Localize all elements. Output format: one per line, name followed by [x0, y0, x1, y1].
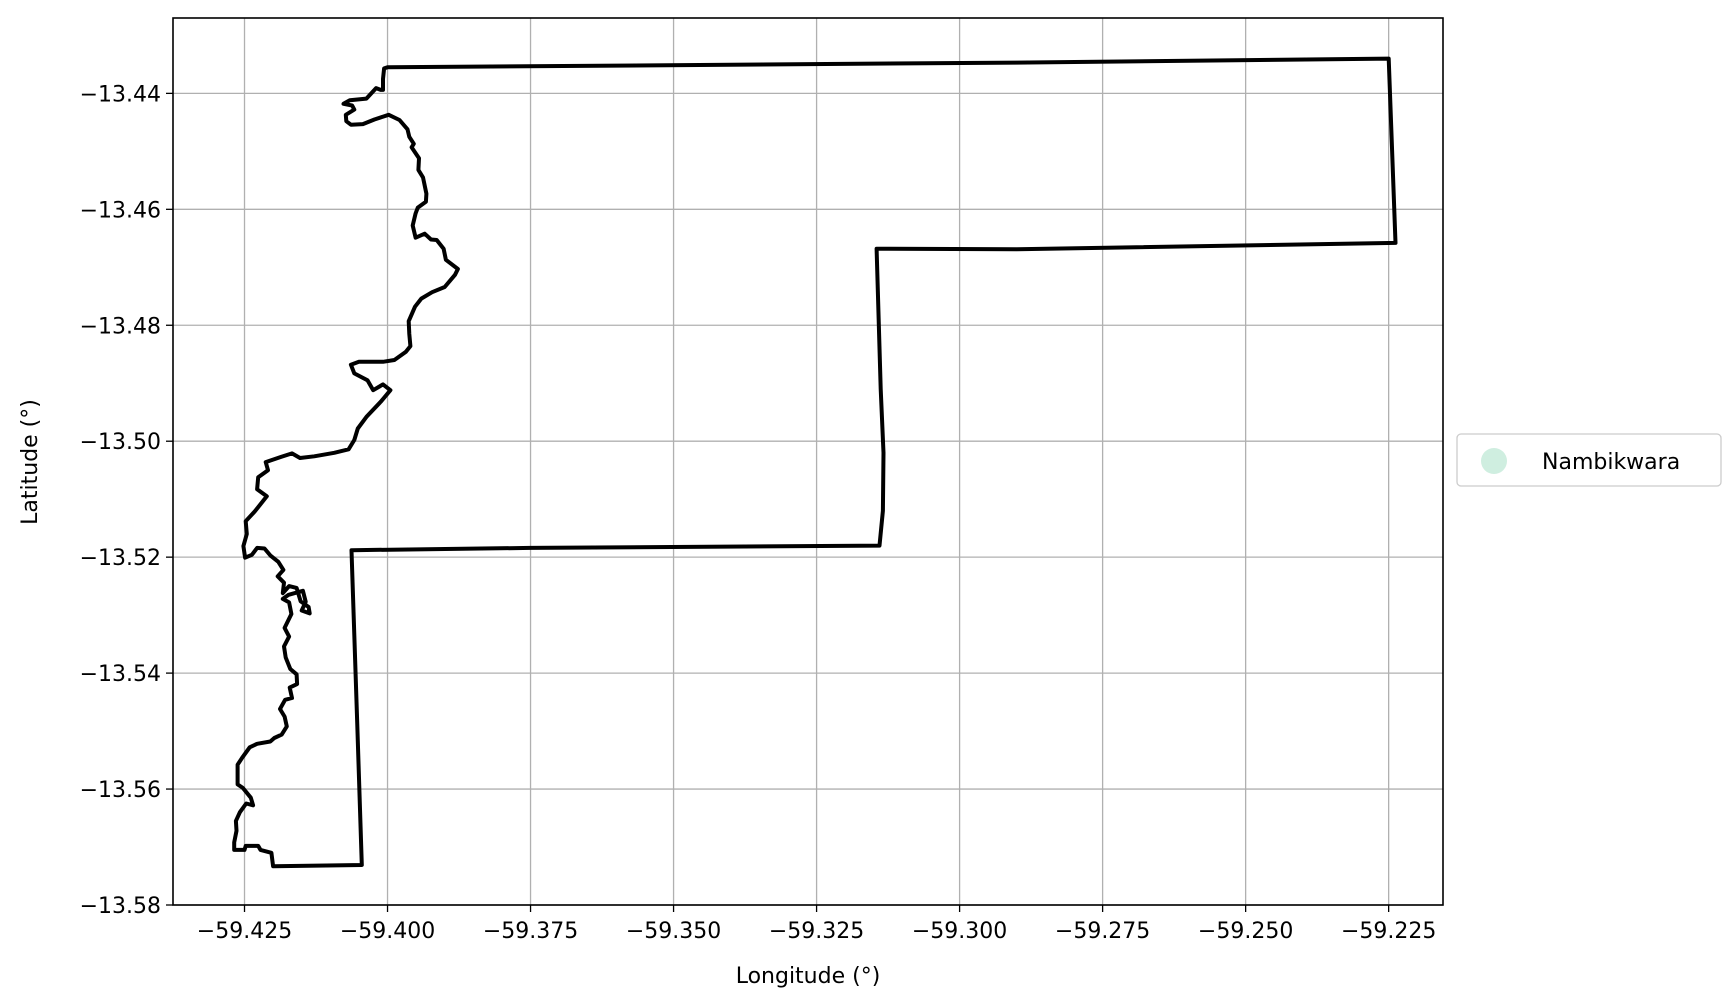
legend-label-nambikwara: Nambikwara [1542, 450, 1680, 475]
x-axis-ticks: −59.425 −59.400 −59.375 −59.350 −59.325 −59.3… [197, 905, 1436, 944]
y-axis-ticks: −13.44 −13.46 −13.48 −13.50 −13.52 −13.54 −13.… [80, 82, 173, 919]
y-tick-label: −13.48 [80, 314, 161, 339]
y-tick-label: −13.52 [80, 546, 161, 571]
y-tick-label: −13.46 [80, 198, 161, 223]
nambikwara-boundary [232, 56, 1398, 869]
x-tick-label: −59.325 [769, 919, 864, 944]
grid [173, 18, 1443, 906]
y-axis-label: Latitude (°) [18, 399, 43, 525]
legend: Nambikwara [1456, 433, 1722, 487]
legend-box [1456, 433, 1722, 487]
x-tick-label: −59.350 [626, 919, 721, 944]
legend-marker-nambikwara [1481, 448, 1507, 474]
x-tick-label: −59.250 [1198, 919, 1293, 944]
x-tick-label: −59.425 [197, 919, 292, 944]
x-tick-label: −59.275 [1055, 919, 1150, 944]
plot-frame [172, 17, 1444, 906]
y-tick-label: −13.56 [80, 778, 161, 803]
x-tick-label: −59.400 [340, 919, 435, 944]
x-axis-label: Longitude (°) [736, 964, 881, 989]
y-tick-label: −13.44 [80, 82, 161, 107]
x-tick-label: −59.300 [912, 919, 1007, 944]
x-tick-label: −59.225 [1341, 919, 1436, 944]
boundary-layer [232, 56, 1398, 869]
x-tick-label: −59.375 [483, 919, 578, 944]
y-tick-label: −13.54 [80, 662, 161, 687]
y-tick-label: −13.58 [80, 894, 161, 919]
y-tick-label: −13.50 [80, 430, 161, 455]
